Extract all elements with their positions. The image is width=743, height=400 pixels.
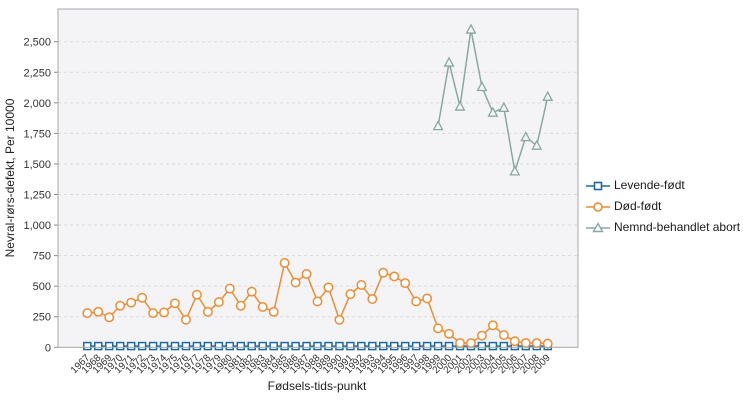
y-tick-label: 500 (33, 281, 51, 293)
circle-marker-icon (586, 201, 610, 212)
legend-label: Nemnd-behandlet abort (614, 220, 741, 234)
legend-label: Levende-født (614, 178, 685, 192)
y-tick-label: 1,750 (23, 128, 51, 140)
plot-area: 0 250 500 750 1,000 1,250 1,500 1,750 2,000 2,250… (23, 8, 579, 376)
y-tick-label: 1,500 (23, 159, 51, 171)
legend-label: Død-født (614, 199, 662, 213)
y-tick-label: 250 (33, 312, 51, 324)
square-marker-icon (586, 181, 610, 190)
y-tick-label: 2,000 (23, 98, 51, 110)
y-tick-label: 0 (45, 342, 51, 354)
y-tick-label: 750 (33, 251, 51, 263)
y-tick-label: 2,250 (23, 67, 51, 79)
legend-item-dod-fodt: Død-født (586, 198, 740, 215)
y-tick-label: 1,250 (23, 190, 51, 202)
x-axis-title: Fødsels-tids-punkt (268, 379, 367, 393)
triangle-marker-icon (586, 221, 610, 232)
y-axis-title: Nevral-rørs-defekt, Per 10000 (3, 98, 17, 257)
y-tick-label: 1,000 (23, 220, 51, 232)
legend-item-levende-fodt: Levende-født (586, 177, 740, 194)
legend: Levende-født Død-født Nemnd-behandlet ab… (586, 177, 740, 236)
legend-item-nemnd-behandlet-abort: Nemnd-behandlet abort (586, 219, 740, 236)
y-tick-label: 2,500 (23, 37, 51, 49)
